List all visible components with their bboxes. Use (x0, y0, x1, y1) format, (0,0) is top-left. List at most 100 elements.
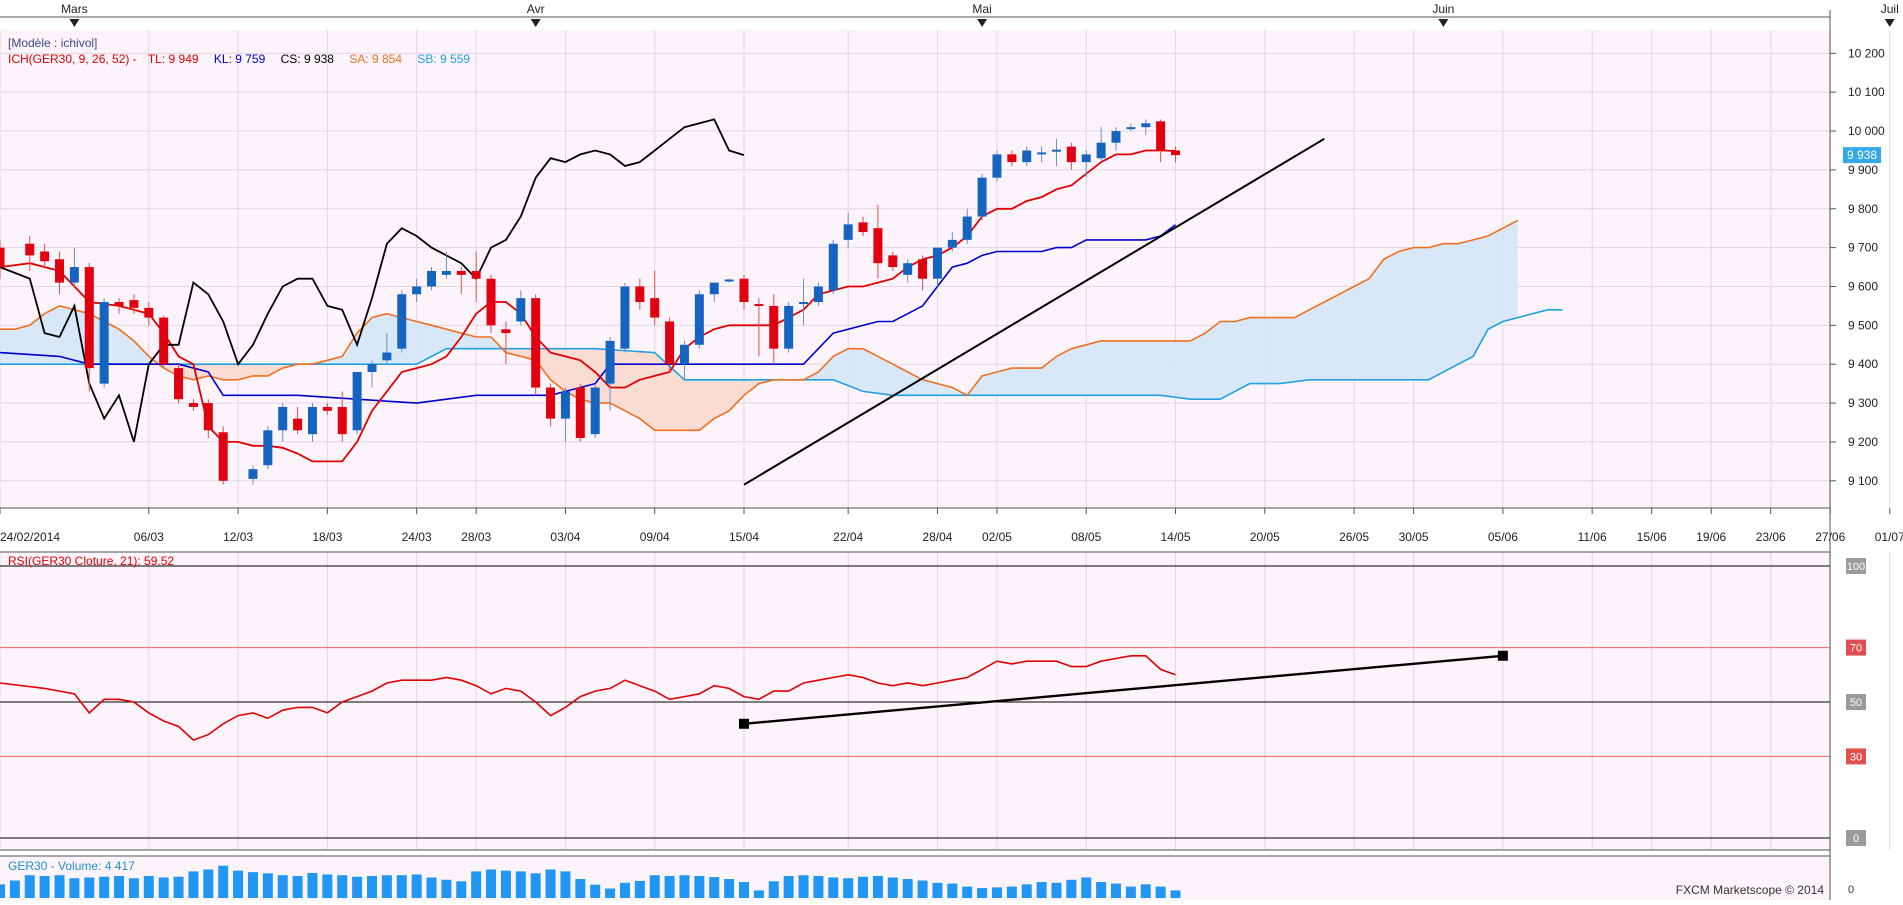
volume-bar (396, 875, 407, 898)
date-tick-label: 28/03 (461, 530, 491, 544)
candle-up (307, 406, 317, 435)
volume-bar (545, 869, 556, 898)
candle-down (650, 298, 660, 318)
candle-down (546, 387, 556, 419)
price-tick-label: 10 000 (1848, 124, 1885, 138)
candle-up (248, 469, 258, 479)
month-marker (1438, 19, 1449, 27)
volume-bar (783, 875, 794, 898)
rsi-trendline-handle (1497, 650, 1508, 661)
candle-down (129, 300, 139, 308)
volume-bar (1155, 886, 1166, 898)
volume-label: GER30 - Volume: 4 417 (8, 859, 135, 873)
date-tick-label: 15/06 (1637, 530, 1667, 544)
volume-bar (500, 870, 511, 898)
candle-down (501, 329, 511, 334)
rsi-level-badge (1846, 830, 1866, 846)
candle-down (635, 286, 645, 303)
candle-up (962, 216, 972, 240)
candle-up (1051, 149, 1061, 152)
candle-up (397, 294, 407, 349)
date-tick-label: 24/02/2014 (0, 530, 60, 544)
month-label: Avr (527, 2, 545, 16)
candle-up (947, 239, 957, 248)
volume-bar (173, 876, 184, 898)
volume-panel-bg (0, 856, 1830, 900)
volume-bar (560, 871, 571, 898)
volume-bar (1081, 877, 1092, 898)
volume-bar (9, 880, 20, 898)
candle-down (322, 406, 332, 411)
volume-bar (664, 875, 675, 898)
candle-down (55, 259, 65, 283)
volume-bar (619, 882, 630, 898)
volume-bar (426, 877, 437, 898)
date-tick-label: 28/04 (922, 530, 952, 544)
model-label: [Modèle : ichivol] (8, 36, 97, 50)
date-tick-label: 02/05 (982, 530, 1012, 544)
candle-down (293, 418, 303, 431)
date-tick-label: 20/05 (1250, 530, 1280, 544)
volume-bar (932, 882, 943, 898)
volume-bar (307, 872, 318, 898)
volume-bar (947, 883, 958, 898)
date-tick-label: 08/05 (1071, 530, 1101, 544)
candle-up (620, 286, 630, 349)
volume-bar (530, 873, 541, 898)
candle-up (843, 224, 853, 240)
cloud-bearish (505, 348, 774, 431)
volume-bar (858, 876, 869, 898)
candle-up (799, 302, 809, 305)
rsi-panel-bg (0, 552, 1830, 850)
volume-bar (39, 875, 50, 898)
volume-bar (486, 869, 497, 898)
candle-up (367, 364, 377, 372)
indicator-lines (0, 118, 1563, 486)
volume-bar (352, 876, 363, 898)
price-tick-label: 9 100 (1848, 474, 1878, 488)
price-tick-label: 9 300 (1848, 396, 1878, 410)
volume-bar (724, 879, 735, 898)
rsi-level-label: 30 (1850, 751, 1862, 763)
month-label: Mars (61, 2, 88, 16)
candle-down (218, 432, 228, 481)
date-tick-label: 19/06 (1696, 530, 1726, 544)
volume-zero-label: 0 (1848, 884, 1854, 896)
legend-sb: SB: 9 559 (417, 52, 470, 66)
candle-up (382, 352, 392, 361)
price-tick-label: 9 500 (1848, 318, 1878, 332)
volume-bar (977, 888, 988, 898)
rsi-trendline-handle (739, 718, 749, 729)
volume-bar (1051, 882, 1062, 898)
candle-up (932, 247, 942, 279)
rsi-level-label: 100 (1847, 561, 1865, 573)
volume-bar (114, 875, 125, 898)
candle-down (486, 278, 496, 326)
volume-bar (649, 875, 660, 898)
legend-kl: KL: 9 759 (214, 52, 266, 66)
volume-bar (1006, 886, 1017, 898)
candle-down (25, 243, 35, 256)
volume-bar (292, 875, 303, 898)
cloud-bearish (163, 364, 298, 380)
date-tick-label: 14/05 (1161, 530, 1191, 544)
candle-down (739, 278, 749, 303)
date-tick-label: 26/05 (1339, 530, 1369, 544)
volume-bar (991, 887, 1002, 898)
volume-bar (188, 871, 199, 898)
volume-bar (515, 871, 526, 898)
candle-down (888, 255, 898, 268)
last-price-label: 9 938 (1847, 148, 1877, 162)
volume-bar (411, 874, 422, 898)
rsi-level-badge (1846, 748, 1866, 765)
candle-up (412, 286, 422, 295)
month-label: Juin (1432, 2, 1454, 16)
candle-up (441, 270, 451, 275)
volume-bar (84, 877, 95, 898)
volume-bar (679, 875, 690, 898)
price-tick-label: 9 200 (1848, 435, 1878, 449)
month-marker (530, 19, 541, 27)
volume-bar (590, 884, 601, 898)
